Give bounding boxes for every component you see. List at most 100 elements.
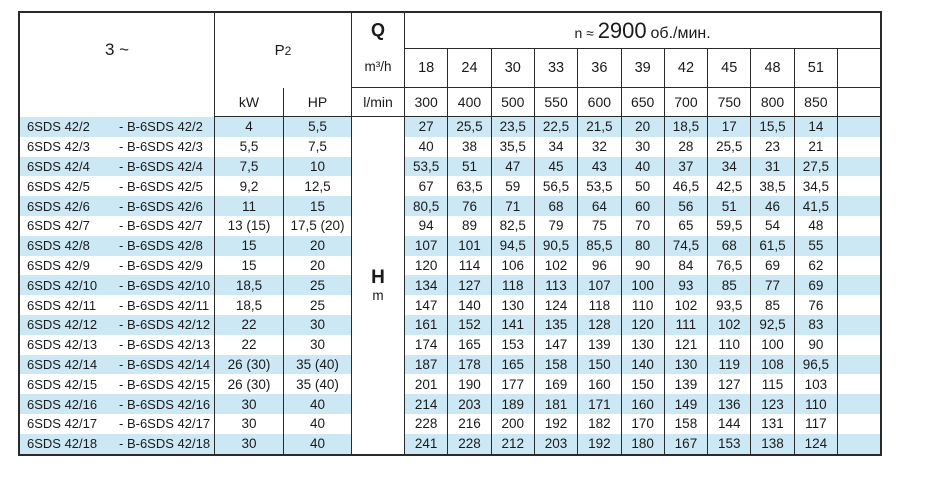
kw-value-cell: 22: [215, 314, 284, 335]
head-value-cell: 102: [665, 295, 709, 315]
spare-cell: [838, 434, 880, 454]
model-cell: 6SDS 42/2 - B-6SDS 42/2: [20, 117, 215, 137]
model-secondary: - B-6SDS 42/11: [119, 297, 210, 313]
spare-cell: [838, 176, 880, 196]
header-row-top: 3 ~ P2 Q m³/h n ≈ 2900 об./мин.: [20, 13, 881, 117]
spare-cell: [838, 117, 880, 137]
head-value-cell: 46,5: [665, 176, 709, 197]
spare-cell: [838, 315, 880, 335]
head-value-cell: 31: [751, 156, 795, 177]
head-value-cell: 82,5: [492, 215, 535, 236]
head-value-cell: 102: [708, 314, 752, 335]
model-primary: 6SDS 42/9: [27, 257, 90, 273]
head-value-cell: 127: [448, 275, 492, 296]
head-value-cell: 80,5: [405, 196, 449, 216]
spare-cell: [838, 394, 880, 414]
head-value-cell: 45: [535, 156, 579, 177]
model-primary: 6SDS 42/2: [27, 119, 90, 135]
head-value-cell: 61,5: [751, 235, 795, 256]
head-value-cell: 76,5: [708, 255, 752, 276]
flow-lmin-cell: 650: [621, 88, 665, 117]
head-value-cell: 216: [448, 413, 492, 434]
kw-value-cell: 22: [215, 334, 284, 355]
spare-cell: [838, 275, 880, 295]
table-row: 6SDS 42/11 - B-6SDS 42/11 18,5 25 147 140…: [20, 295, 880, 315]
head-value-cell: 38,5: [751, 176, 795, 197]
head-value-cell: 103: [795, 374, 838, 395]
phase-header-cell: 3 ~: [20, 13, 215, 117]
phase-label: 3 ~: [104, 40, 130, 59]
head-column-cell: H m: [352, 117, 406, 454]
head-value-cell: 110: [708, 334, 752, 355]
head-value-cell: 152: [448, 314, 492, 335]
head-value-cell: 167: [665, 433, 709, 454]
head-value-cell: 21,5: [578, 117, 622, 137]
head-value-cell: 130: [492, 295, 535, 315]
flow-m3h-cell: 33: [534, 49, 579, 88]
kw-unit-label: kW: [215, 88, 284, 117]
head-value-cell: 110: [622, 295, 665, 315]
model-cell: 6SDS 42/13 - B-6SDS 42/13: [20, 334, 215, 355]
model-secondary: - B-6SDS 42/12: [119, 317, 211, 333]
head-value-cell: 17: [708, 117, 752, 137]
q-unit-lmin: l/min: [352, 88, 406, 117]
spare-cell: [838, 236, 880, 256]
head-value-cell: 228: [405, 413, 449, 434]
head-value-cell: 80: [622, 235, 665, 256]
head-value-cell: 192: [535, 413, 579, 434]
head-value-cell: 85,5: [578, 235, 622, 256]
head-value-cell: 37: [665, 156, 709, 177]
head-value-cell: 101: [448, 235, 492, 256]
head-value-cell: 35,5: [492, 136, 535, 157]
p2-subscript: 2: [284, 44, 292, 58]
hp-value-cell: 40: [284, 394, 353, 414]
head-value-cell: 120: [622, 314, 665, 335]
head-value-cell: 68: [708, 235, 752, 256]
table-row: 6SDS 42/4 - B-6SDS 42/4 7,5 10 53,5 51 47…: [20, 156, 881, 177]
flow-lmin-cell: 800: [751, 88, 795, 117]
head-value-cell: 84: [665, 255, 709, 276]
model-cell: 6SDS 42/6 - B-6SDS 42/6: [20, 196, 215, 216]
head-value-cell: 113: [535, 275, 579, 296]
table-row: 6SDS 42/9 - B-6SDS 42/9 15 20 120 114 106…: [20, 255, 880, 276]
head-value-cell: 144: [708, 413, 752, 434]
head-value-cell: 165: [448, 334, 492, 355]
spare-cell: [838, 335, 880, 355]
flow-lmin-cell: 850: [794, 88, 838, 117]
table-row: 6SDS 42/13 - B-6SDS 42/13 22 30 174 165 1…: [20, 334, 880, 355]
hp-value-cell: 5,5: [284, 117, 353, 137]
head-value-cell: 59,5: [708, 215, 752, 236]
head-value-cell: 85: [751, 295, 795, 315]
model-secondary: - B-6SDS 42/13: [119, 337, 211, 353]
head-value-cell: 140: [448, 295, 492, 315]
model-secondary: - B-6SDS 42/2: [119, 119, 203, 135]
head-value-cell: 34: [535, 136, 579, 157]
model-secondary: - B-6SDS 42/7: [119, 218, 203, 234]
head-value-cell: 123: [751, 394, 795, 414]
model-secondary: - B-6SDS 42/15: [119, 376, 211, 392]
head-value-cell: 93: [665, 275, 709, 296]
head-value-cell: 130: [665, 354, 709, 375]
head-value-cell: 67: [405, 176, 449, 197]
head-value-cell: 161: [405, 314, 449, 335]
table-row: 6SDS 42/12 - B-6SDS 42/12 22 30 161 152 1…: [20, 314, 881, 335]
head-value-cell: 48: [795, 215, 838, 236]
model-cell: 6SDS 42/17 - B-6SDS 42/17: [20, 413, 215, 434]
flow-m3h-cell: 36: [578, 49, 622, 88]
head-value-cell: 76: [795, 295, 838, 315]
head-value-cell: 93,5: [708, 295, 752, 315]
head-value-cell: 107: [405, 235, 449, 256]
hp-value-cell: 12,5: [284, 176, 353, 197]
head-value-cell: 47: [492, 156, 535, 177]
head-value-cell: 41,5: [795, 196, 838, 216]
flow-lmin-cell: 700: [664, 88, 709, 117]
head-value-cell: 69: [795, 275, 838, 296]
head-value-cell: 107: [578, 275, 622, 296]
head-value-cell: 102: [535, 255, 579, 276]
head-value-cell: 34: [708, 156, 752, 177]
head-value-cell: 64: [578, 196, 622, 216]
head-value-cell: 203: [535, 433, 579, 454]
head-value-cell: 53,5: [578, 176, 622, 197]
head-value-cell: 51: [708, 196, 752, 216]
spare-header-cell: [837, 88, 881, 117]
